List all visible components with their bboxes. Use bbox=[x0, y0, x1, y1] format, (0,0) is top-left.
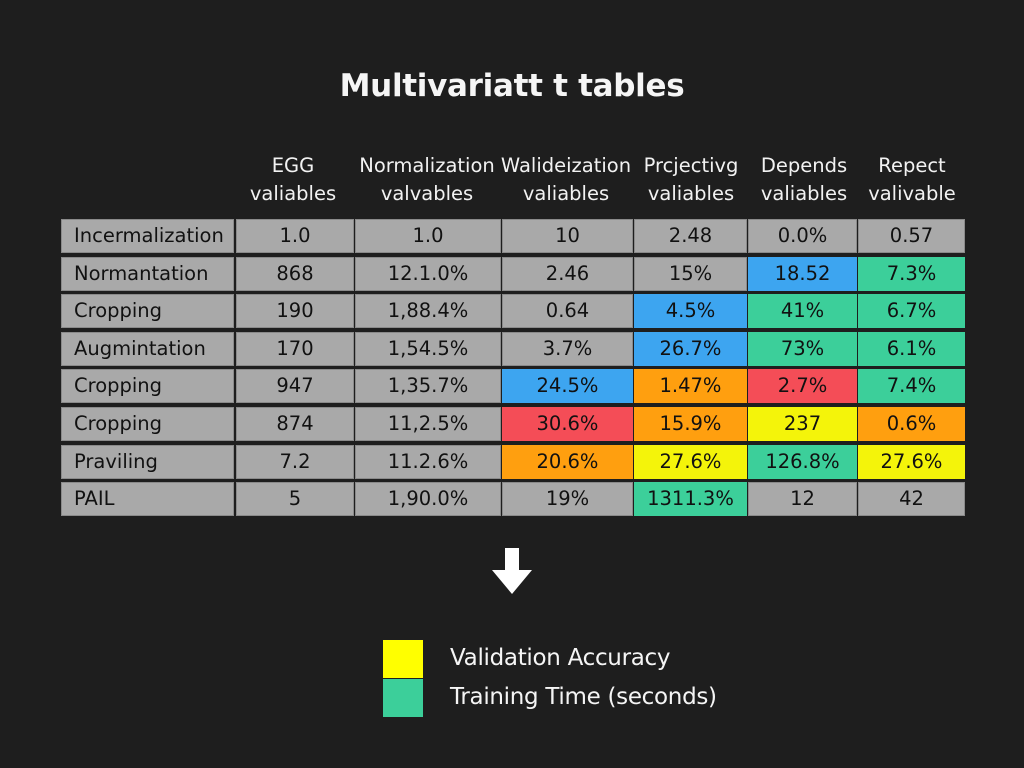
table-cell: 868 bbox=[236, 257, 354, 291]
table-cell: 19% bbox=[502, 482, 633, 516]
table-cell: 1.0 bbox=[355, 219, 501, 253]
table-cell: 42 bbox=[858, 482, 965, 516]
table-cell: 27.6% bbox=[858, 445, 965, 479]
table-cell: 4.5% bbox=[634, 294, 747, 328]
table-cell: 11,2.5% bbox=[355, 407, 501, 441]
table-cell: 0.6% bbox=[858, 407, 965, 441]
row-label: Cropping bbox=[61, 369, 234, 403]
table-cell: 6.1% bbox=[858, 332, 965, 366]
table-cell: 1.0 bbox=[236, 219, 354, 253]
table-cell: 1,35.7% bbox=[355, 369, 501, 403]
column-header-line1: Normalization bbox=[359, 154, 495, 177]
table-cell: 11.2.6% bbox=[355, 445, 501, 479]
table-cell: 73% bbox=[748, 332, 857, 366]
legend-swatch-training-time bbox=[383, 679, 423, 717]
column-header-line2: valvables bbox=[380, 182, 474, 205]
table-cell: 2.7% bbox=[748, 369, 857, 403]
down-arrow-icon bbox=[492, 548, 532, 594]
table-cell: 2.48 bbox=[634, 219, 747, 253]
column-header-line1: Prcjectivg bbox=[643, 154, 739, 177]
table-cell: 5 bbox=[236, 482, 354, 516]
column-header-line2: valiables bbox=[249, 182, 337, 205]
table-cell: 170 bbox=[236, 332, 354, 366]
table-cell: 10 bbox=[502, 219, 633, 253]
table-cell: 6.7% bbox=[858, 294, 965, 328]
table-cell: 20.6% bbox=[502, 445, 633, 479]
table-cell: 0.64 bbox=[502, 294, 633, 328]
table-cell: 126.8% bbox=[748, 445, 857, 479]
column-header-line2: valivable bbox=[868, 182, 956, 205]
row-label: Cropping bbox=[61, 294, 234, 328]
row-label: Cropping bbox=[61, 407, 234, 441]
column-header: Prcjectivg valiables bbox=[611, 152, 771, 208]
table-cell: 15.9% bbox=[634, 407, 747, 441]
table-cell: 1.47% bbox=[634, 369, 747, 403]
table-cell: 1,90.0% bbox=[355, 482, 501, 516]
column-header-line1: EGG bbox=[271, 154, 315, 177]
table-cell: 27.6% bbox=[634, 445, 747, 479]
column-header-line1: Depends bbox=[760, 154, 848, 177]
column-header: Repect valivable bbox=[832, 152, 992, 208]
legend-label-training-time: Training Time (seconds) bbox=[450, 684, 717, 710]
table-cell: 1,54.5% bbox=[355, 332, 501, 366]
column-header-line2: valiables bbox=[647, 182, 735, 205]
table-cell: 947 bbox=[236, 369, 354, 403]
legend-label-validation-accuracy: Validation Accuracy bbox=[450, 645, 671, 671]
table-cell: 0.57 bbox=[858, 219, 965, 253]
column-header-line1: Repect bbox=[878, 154, 946, 177]
table-cell: 7.4% bbox=[858, 369, 965, 403]
column-header: EGG valiables bbox=[213, 152, 373, 208]
chart-title: Multivariatt t tables bbox=[339, 68, 685, 104]
table-cell: 874 bbox=[236, 407, 354, 441]
row-label: Augmintation bbox=[61, 332, 234, 366]
table-cell: 7.2 bbox=[236, 445, 354, 479]
table-cell: 12.1.0% bbox=[355, 257, 501, 291]
column-header-line1: Walideization bbox=[500, 154, 632, 177]
legend-swatch-validation-accuracy bbox=[383, 640, 423, 678]
table-cell: 26.7% bbox=[634, 332, 747, 366]
table-cell: 18.52 bbox=[748, 257, 857, 291]
table-cell: 30.6% bbox=[502, 407, 633, 441]
table-cell: 12 bbox=[748, 482, 857, 516]
column-header: Depends valiables bbox=[724, 152, 884, 208]
row-label: PAIL bbox=[61, 482, 234, 516]
table-cell: 24.5% bbox=[502, 369, 633, 403]
row-label: Normantation bbox=[61, 257, 234, 291]
column-header: Walideization valiables bbox=[486, 152, 646, 208]
table-cell: 237 bbox=[748, 407, 857, 441]
row-label: Praviling bbox=[61, 445, 234, 479]
table-cell: 0.0% bbox=[748, 219, 857, 253]
table-cell: 1,88.4% bbox=[355, 294, 501, 328]
table-cell: 1311.3% bbox=[634, 482, 747, 516]
table-cell: 7.3% bbox=[858, 257, 965, 291]
table-cell: 3.7% bbox=[502, 332, 633, 366]
column-header: Normalization valvables bbox=[347, 152, 507, 208]
table-cell: 41% bbox=[748, 294, 857, 328]
row-label: Incermalization bbox=[61, 219, 234, 253]
table-cell: 15% bbox=[634, 257, 747, 291]
table-cell: 190 bbox=[236, 294, 354, 328]
column-header-line2: valiables bbox=[522, 182, 610, 205]
column-header-line2: valiables bbox=[760, 182, 848, 205]
table-cell: 2.46 bbox=[502, 257, 633, 291]
